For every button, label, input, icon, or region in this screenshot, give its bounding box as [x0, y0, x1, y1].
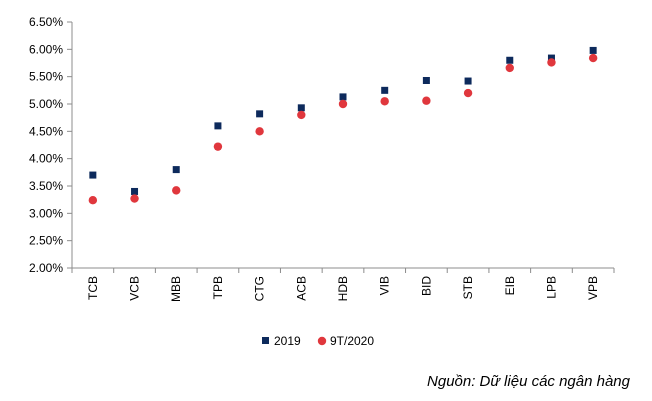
x-tick-label: ACB	[294, 276, 308, 301]
x-tick-label: CTG	[253, 276, 267, 301]
point-2019-stb	[464, 77, 472, 85]
point-2019-bid	[422, 76, 430, 84]
point-2019-ctg	[256, 110, 264, 118]
x-tick-label: TPB	[211, 276, 225, 299]
point-9t-2020-mbb	[172, 186, 181, 195]
source-note: Nguồn: Dữ liệu các ngân hàng	[427, 373, 630, 390]
x-tick-label: LPB	[544, 276, 558, 299]
point-2019-eib	[506, 56, 514, 64]
point-9t-2020-stb	[463, 88, 473, 98]
x-tick-label: VPB	[586, 276, 600, 300]
point-2019-lpb	[547, 54, 555, 62]
x-tick-label: STB	[461, 276, 475, 299]
y-tick-label: 3.50%	[29, 179, 63, 193]
y-tick-label: 6.00%	[29, 42, 63, 56]
x-tick-label: HDB	[336, 276, 350, 301]
point-9t-2020-tpb	[213, 142, 223, 151]
x-tick-label: VCB	[128, 276, 142, 301]
x-tick-label: MBB	[169, 276, 183, 302]
point-2019-hdb	[339, 93, 347, 101]
legend-label-9t-2020: 9T/2020	[330, 334, 374, 348]
point-2019-vcb	[131, 187, 139, 195]
point-2019-mbb	[172, 166, 180, 174]
y-tick-label: 4.50%	[29, 124, 63, 138]
x-tick-label: VIB	[378, 276, 392, 295]
y-tick-label: 2.50%	[29, 234, 63, 248]
point-9t-2020-acb	[297, 110, 306, 120]
point-2019-vib	[381, 86, 389, 94]
y-tick-label: 2.00%	[29, 261, 63, 275]
y-tick-label: 5.50%	[29, 70, 63, 84]
y-tick-label: 3.00%	[29, 206, 63, 220]
point-2019-tpb	[214, 122, 222, 130]
point-9t-2020-vib	[380, 97, 389, 106]
y-tick-label: 4.00%	[29, 152, 63, 166]
x-tick-label: TCB	[86, 276, 100, 300]
point-2019-acb	[297, 104, 305, 112]
legend-marker-9t-2020	[317, 336, 327, 346]
point-9t-2020-lpb	[547, 58, 556, 67]
point-9t-2020-vpb	[588, 53, 598, 63]
point-9t-2020-tcb	[88, 196, 98, 205]
point-9t-2020-eib	[505, 63, 514, 73]
legend-label-2019: 2019	[274, 334, 301, 348]
point-2019-tcb	[89, 171, 97, 179]
y-tick-label: 5.00%	[29, 97, 63, 111]
x-tick-label: EIB	[503, 276, 517, 295]
legend-marker-2019	[262, 337, 269, 344]
point-9t-2020-bid	[422, 96, 431, 105]
x-tick-label: BID	[419, 276, 433, 296]
point-9t-2020-vcb	[130, 194, 139, 203]
point-9t-2020-hdb	[338, 99, 348, 109]
point-9t-2020-ctg	[255, 127, 264, 136]
y-tick-label: 6.50%	[29, 15, 63, 29]
point-2019-vpb	[589, 46, 597, 54]
